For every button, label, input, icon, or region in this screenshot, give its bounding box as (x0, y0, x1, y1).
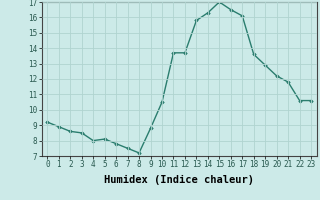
X-axis label: Humidex (Indice chaleur): Humidex (Indice chaleur) (104, 175, 254, 185)
